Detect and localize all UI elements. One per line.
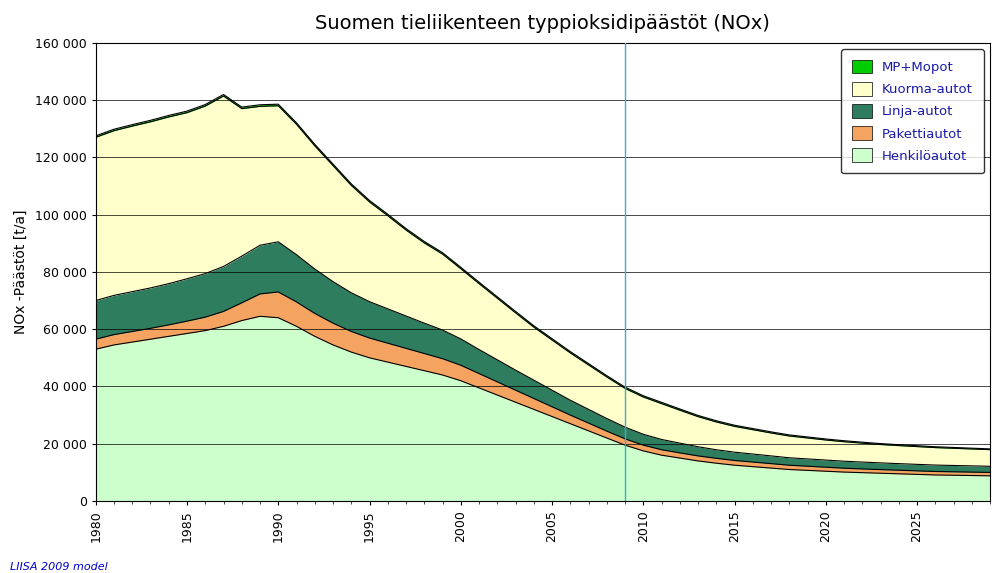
Title: Suomen tieliikenteen typpioksidipäästöt (NOx): Suomen tieliikenteen typpioksidipäästöt … bbox=[315, 14, 769, 33]
Y-axis label: NOx -Päästöt [t/a]: NOx -Päästöt [t/a] bbox=[14, 210, 28, 334]
Text: LIISA 2009 model: LIISA 2009 model bbox=[10, 562, 107, 572]
Legend: MP+Mopot, Kuorma-autot, Linja-autot, Pakettiautot, Henkilöautot: MP+Mopot, Kuorma-autot, Linja-autot, Pak… bbox=[841, 49, 983, 173]
